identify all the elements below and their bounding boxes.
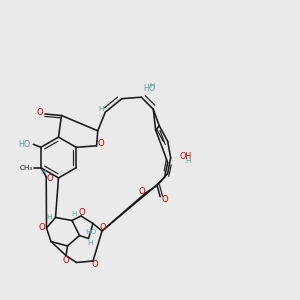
Text: O: O [161, 195, 168, 204]
Text: HO: HO [18, 140, 31, 149]
Text: H: H [40, 169, 46, 175]
Text: H: H [149, 83, 154, 89]
Text: O: O [91, 260, 98, 269]
Text: O: O [100, 223, 106, 232]
Text: O: O [139, 188, 146, 196]
Text: O: O [36, 108, 43, 117]
Text: HO: HO [143, 84, 155, 93]
Text: OH: OH [180, 152, 192, 161]
Text: H: H [87, 240, 93, 246]
Text: O: O [62, 256, 69, 265]
Text: H: H [46, 214, 51, 220]
Text: O: O [79, 208, 85, 217]
Text: O: O [39, 223, 45, 232]
Text: HO: HO [85, 230, 96, 236]
Text: O: O [98, 139, 104, 148]
Text: H: H [98, 106, 104, 112]
Text: H: H [71, 212, 76, 218]
Text: H: H [185, 158, 191, 164]
Text: O: O [46, 174, 53, 183]
Text: CH₃: CH₃ [20, 165, 33, 171]
